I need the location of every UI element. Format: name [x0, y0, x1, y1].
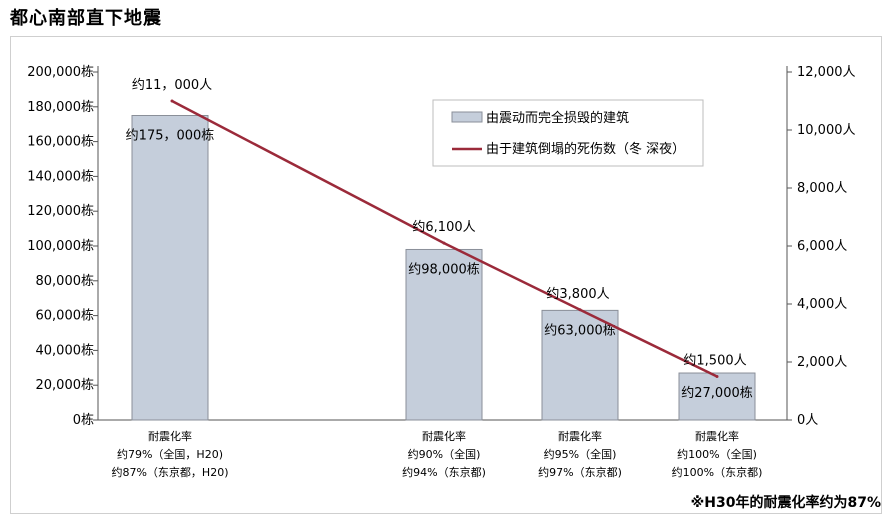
category-note: 约87%（东京都，H20)	[111, 465, 228, 479]
left-tick-label: 20,000栋	[36, 377, 95, 393]
right-tick-label: 2,000人	[797, 355, 847, 370]
left-tick-label: 80,000栋	[36, 273, 95, 289]
category-note: 约95%（全国)	[544, 447, 617, 461]
chart-frame	[10, 36, 882, 514]
line-point	[442, 241, 446, 245]
right-tick-label: 10,000人	[797, 123, 856, 138]
category-note: 约100%（东京都)	[672, 465, 763, 479]
line-point	[578, 308, 582, 312]
legend-box	[432, 99, 704, 167]
category-note: 约100%（全国)	[677, 447, 757, 461]
category-note: 约94%（东京都)	[402, 465, 486, 479]
line-value-label: 约3,800人	[546, 287, 609, 302]
left-tick-label: 140,000栋	[27, 168, 94, 184]
bar-value-label: 约175，000栋	[126, 128, 215, 144]
right-tick-label: 0人	[797, 413, 818, 428]
legend-bar-swatch	[451, 111, 483, 123]
bar	[678, 372, 756, 421]
left-tick-label: 120,000栋	[27, 203, 94, 219]
left-tick-label: 40,000栋	[36, 342, 95, 358]
bar	[541, 309, 619, 421]
category-note: 耐震化率	[148, 429, 192, 443]
category-note: 耐震化率	[558, 429, 602, 443]
line-value-label: 约1,500人	[683, 354, 746, 369]
left-tick-label: 200,000栋	[27, 64, 94, 80]
right-tick-label: 4,000人	[797, 297, 847, 312]
line-value-label: 约11，000人	[132, 78, 212, 93]
bar	[131, 115, 209, 421]
page-title: 都心南部直下地震	[10, 8, 162, 29]
category-note: 耐震化率	[695, 429, 739, 443]
left-tick-label: 160,000栋	[27, 134, 94, 150]
line-point	[170, 99, 174, 103]
line-point	[715, 375, 719, 378]
bar	[405, 248, 483, 421]
category-note: 约79%（全国，H20)	[117, 447, 223, 461]
right-tick-label: 6,000人	[797, 239, 847, 254]
category-note: 约90%（全国)	[408, 447, 481, 461]
left-tick-label: 180,000栋	[27, 99, 94, 115]
right-tick-label: 8,000人	[797, 181, 847, 196]
bar-value-label: 约63,000栋	[544, 322, 616, 338]
footnote: ※H30年的耐震化率约为87%	[690, 495, 881, 511]
bar-value-label: 约98,000栋	[408, 261, 480, 277]
category-note: 耐震化率	[422, 429, 466, 443]
left-tick-label: 0栋	[73, 412, 94, 428]
deaths-line	[171, 99, 718, 378]
right-tick-label: 12,000人	[797, 65, 856, 80]
left-tick-label: 60,000栋	[36, 308, 95, 324]
category-note: 约97%（东京都)	[538, 465, 622, 479]
legend-bar-label: 由震动而完全损毁的建筑	[486, 110, 629, 126]
legend-line-label: 由于建筑倒塌的死伤数（冬 深夜）	[486, 141, 685, 157]
line-value-label: 约6,100人	[412, 220, 475, 235]
left-tick-label: 100,000栋	[27, 238, 94, 254]
bar-value-label: 约27,000栋	[681, 385, 753, 401]
